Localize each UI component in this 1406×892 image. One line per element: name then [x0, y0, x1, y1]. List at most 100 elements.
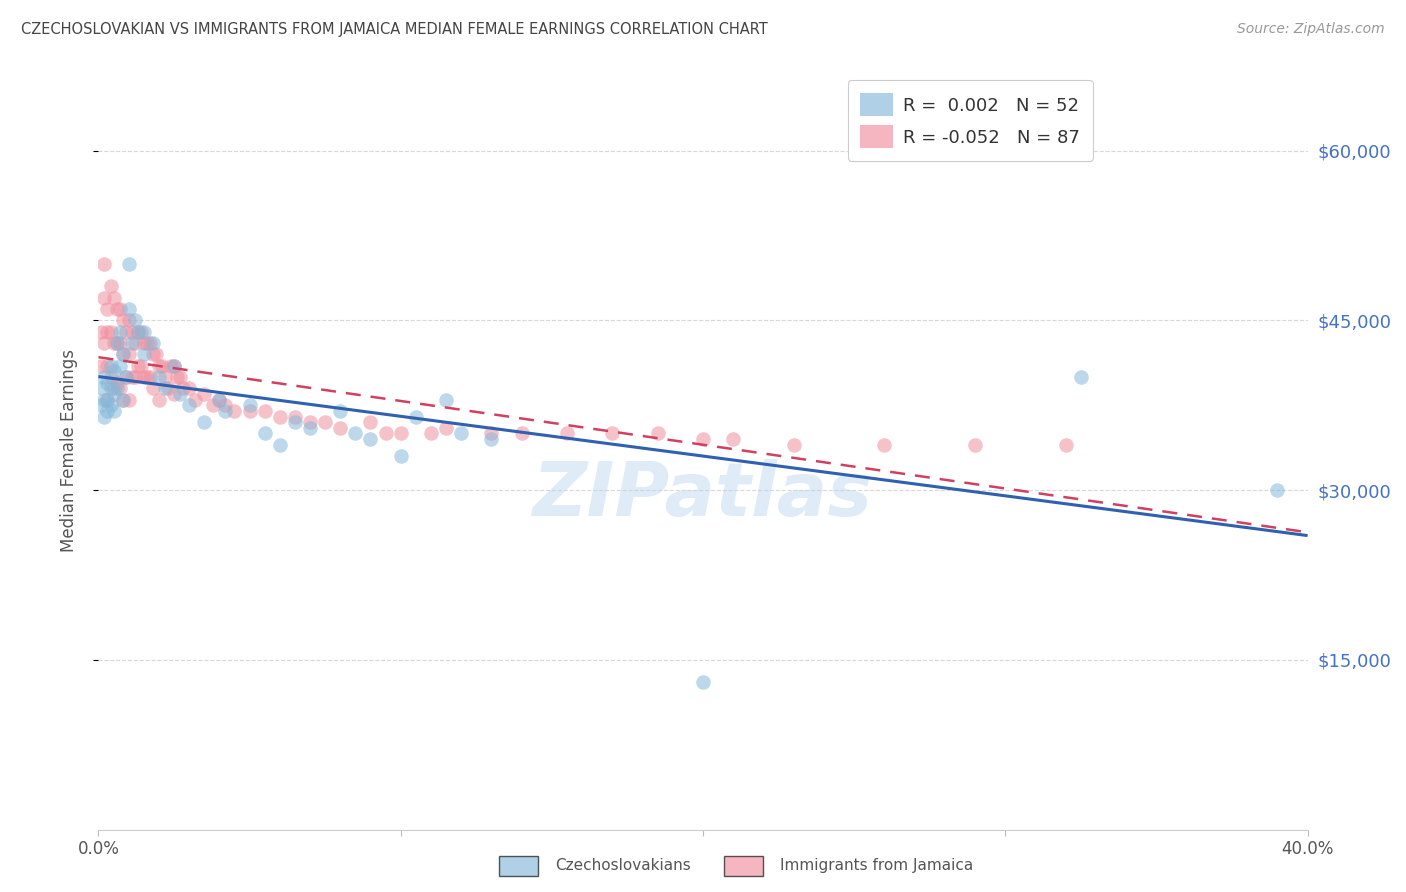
Point [299, 415, 322, 429]
Text: Source: ZipAtlas.com: Source: ZipAtlas.com [1237, 22, 1385, 37]
Point [299, 421, 322, 435]
Point [405, 409, 427, 424]
Point [103, 387, 125, 401]
Point [163, 387, 186, 401]
Point [124, 335, 146, 350]
Point [90, 398, 112, 412]
Point [118, 301, 141, 316]
Point [90, 325, 112, 339]
Point [96, 392, 118, 407]
Point [145, 347, 167, 361]
Point [108, 325, 131, 339]
Point [434, 421, 457, 435]
Point [148, 392, 170, 407]
Point [105, 301, 128, 316]
Point [118, 257, 141, 271]
Point [108, 301, 131, 316]
Point [118, 347, 141, 361]
Point [284, 415, 307, 429]
Point [96, 404, 118, 418]
Point [100, 325, 122, 339]
Point [156, 381, 179, 395]
Point [555, 426, 578, 441]
Point [269, 409, 291, 424]
Point [111, 347, 134, 361]
Point [214, 404, 236, 418]
Point [965, 438, 987, 452]
Point [139, 335, 162, 350]
Point [374, 426, 396, 441]
Point [142, 335, 165, 350]
Point [100, 279, 122, 293]
Point [1070, 370, 1092, 384]
Point [208, 392, 231, 407]
Point [124, 370, 146, 384]
Point [90, 381, 112, 395]
Y-axis label: Median Female Earnings: Median Female Earnings [59, 349, 77, 552]
Point [148, 370, 170, 384]
Point [103, 404, 125, 418]
Point [1267, 483, 1289, 497]
Point [360, 415, 382, 429]
Point [127, 325, 149, 339]
Point [127, 359, 149, 373]
Point [139, 370, 162, 384]
Point [160, 359, 183, 373]
Text: CZECHOSLOVAKIAN VS IMMIGRANTS FROM JAMAICA MEDIAN FEMALE EARNINGS CORRELATION CH: CZECHOSLOVAKIAN VS IMMIGRANTS FROM JAMAI… [21, 22, 768, 37]
Point [647, 426, 669, 441]
Point [314, 415, 336, 429]
Point [153, 381, 176, 395]
Point [510, 426, 533, 441]
Point [105, 335, 128, 350]
Point [121, 335, 143, 350]
Point [214, 398, 236, 412]
Point [389, 426, 412, 441]
Point [103, 335, 125, 350]
Text: Czechoslovakians: Czechoslovakians [555, 858, 692, 873]
Point [148, 359, 170, 373]
Point [132, 335, 155, 350]
Point [329, 404, 352, 418]
Point [434, 392, 457, 407]
Point [96, 359, 118, 373]
Point [179, 381, 201, 395]
Point [114, 370, 136, 384]
Text: ZIPatlas: ZIPatlas [533, 459, 873, 533]
Text: Immigrants from Jamaica: Immigrants from Jamaica [780, 858, 973, 873]
Point [142, 381, 165, 395]
Point [93, 257, 115, 271]
Point [450, 426, 472, 441]
Point [253, 426, 276, 441]
Point [360, 432, 382, 446]
Point [96, 376, 118, 390]
Point [111, 313, 134, 327]
Point [153, 370, 176, 384]
Point [103, 291, 125, 305]
Point [344, 426, 367, 441]
Point [163, 359, 186, 373]
Point [389, 449, 412, 463]
Point [114, 325, 136, 339]
Point [105, 335, 128, 350]
Point [284, 409, 307, 424]
Point [93, 291, 115, 305]
Point [93, 392, 115, 407]
Point [193, 387, 215, 401]
Point [202, 398, 225, 412]
Point [150, 359, 173, 373]
Point [111, 392, 134, 407]
Point [135, 370, 157, 384]
Point [100, 370, 122, 384]
Legend: R =  0.002   N = 52, R = -0.052   N = 87: R = 0.002 N = 52, R = -0.052 N = 87 [848, 80, 1092, 161]
Point [1054, 438, 1077, 452]
Point [169, 370, 191, 384]
Point [481, 432, 503, 446]
Point [481, 426, 503, 441]
Point [184, 392, 207, 407]
Point [127, 325, 149, 339]
Point [132, 347, 155, 361]
Point [602, 426, 624, 441]
Point [692, 675, 714, 690]
Point [103, 364, 125, 378]
Point [723, 432, 745, 446]
